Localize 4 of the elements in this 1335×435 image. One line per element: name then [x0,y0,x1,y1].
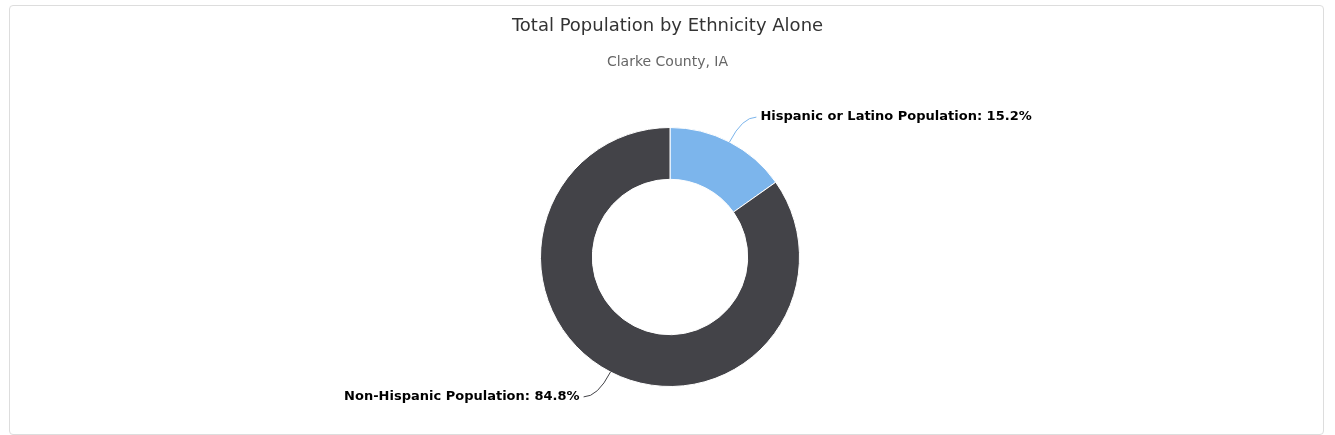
slice-label: Non-Hispanic Population: 84.8% [344,388,580,404]
chart-title: Total Population by Ethnicity Alone [510,14,825,35]
chart-subtitle: Clarke County, IA [605,53,730,69]
slice-label: Hispanic or Latino Population: 15.2% [760,108,1032,124]
